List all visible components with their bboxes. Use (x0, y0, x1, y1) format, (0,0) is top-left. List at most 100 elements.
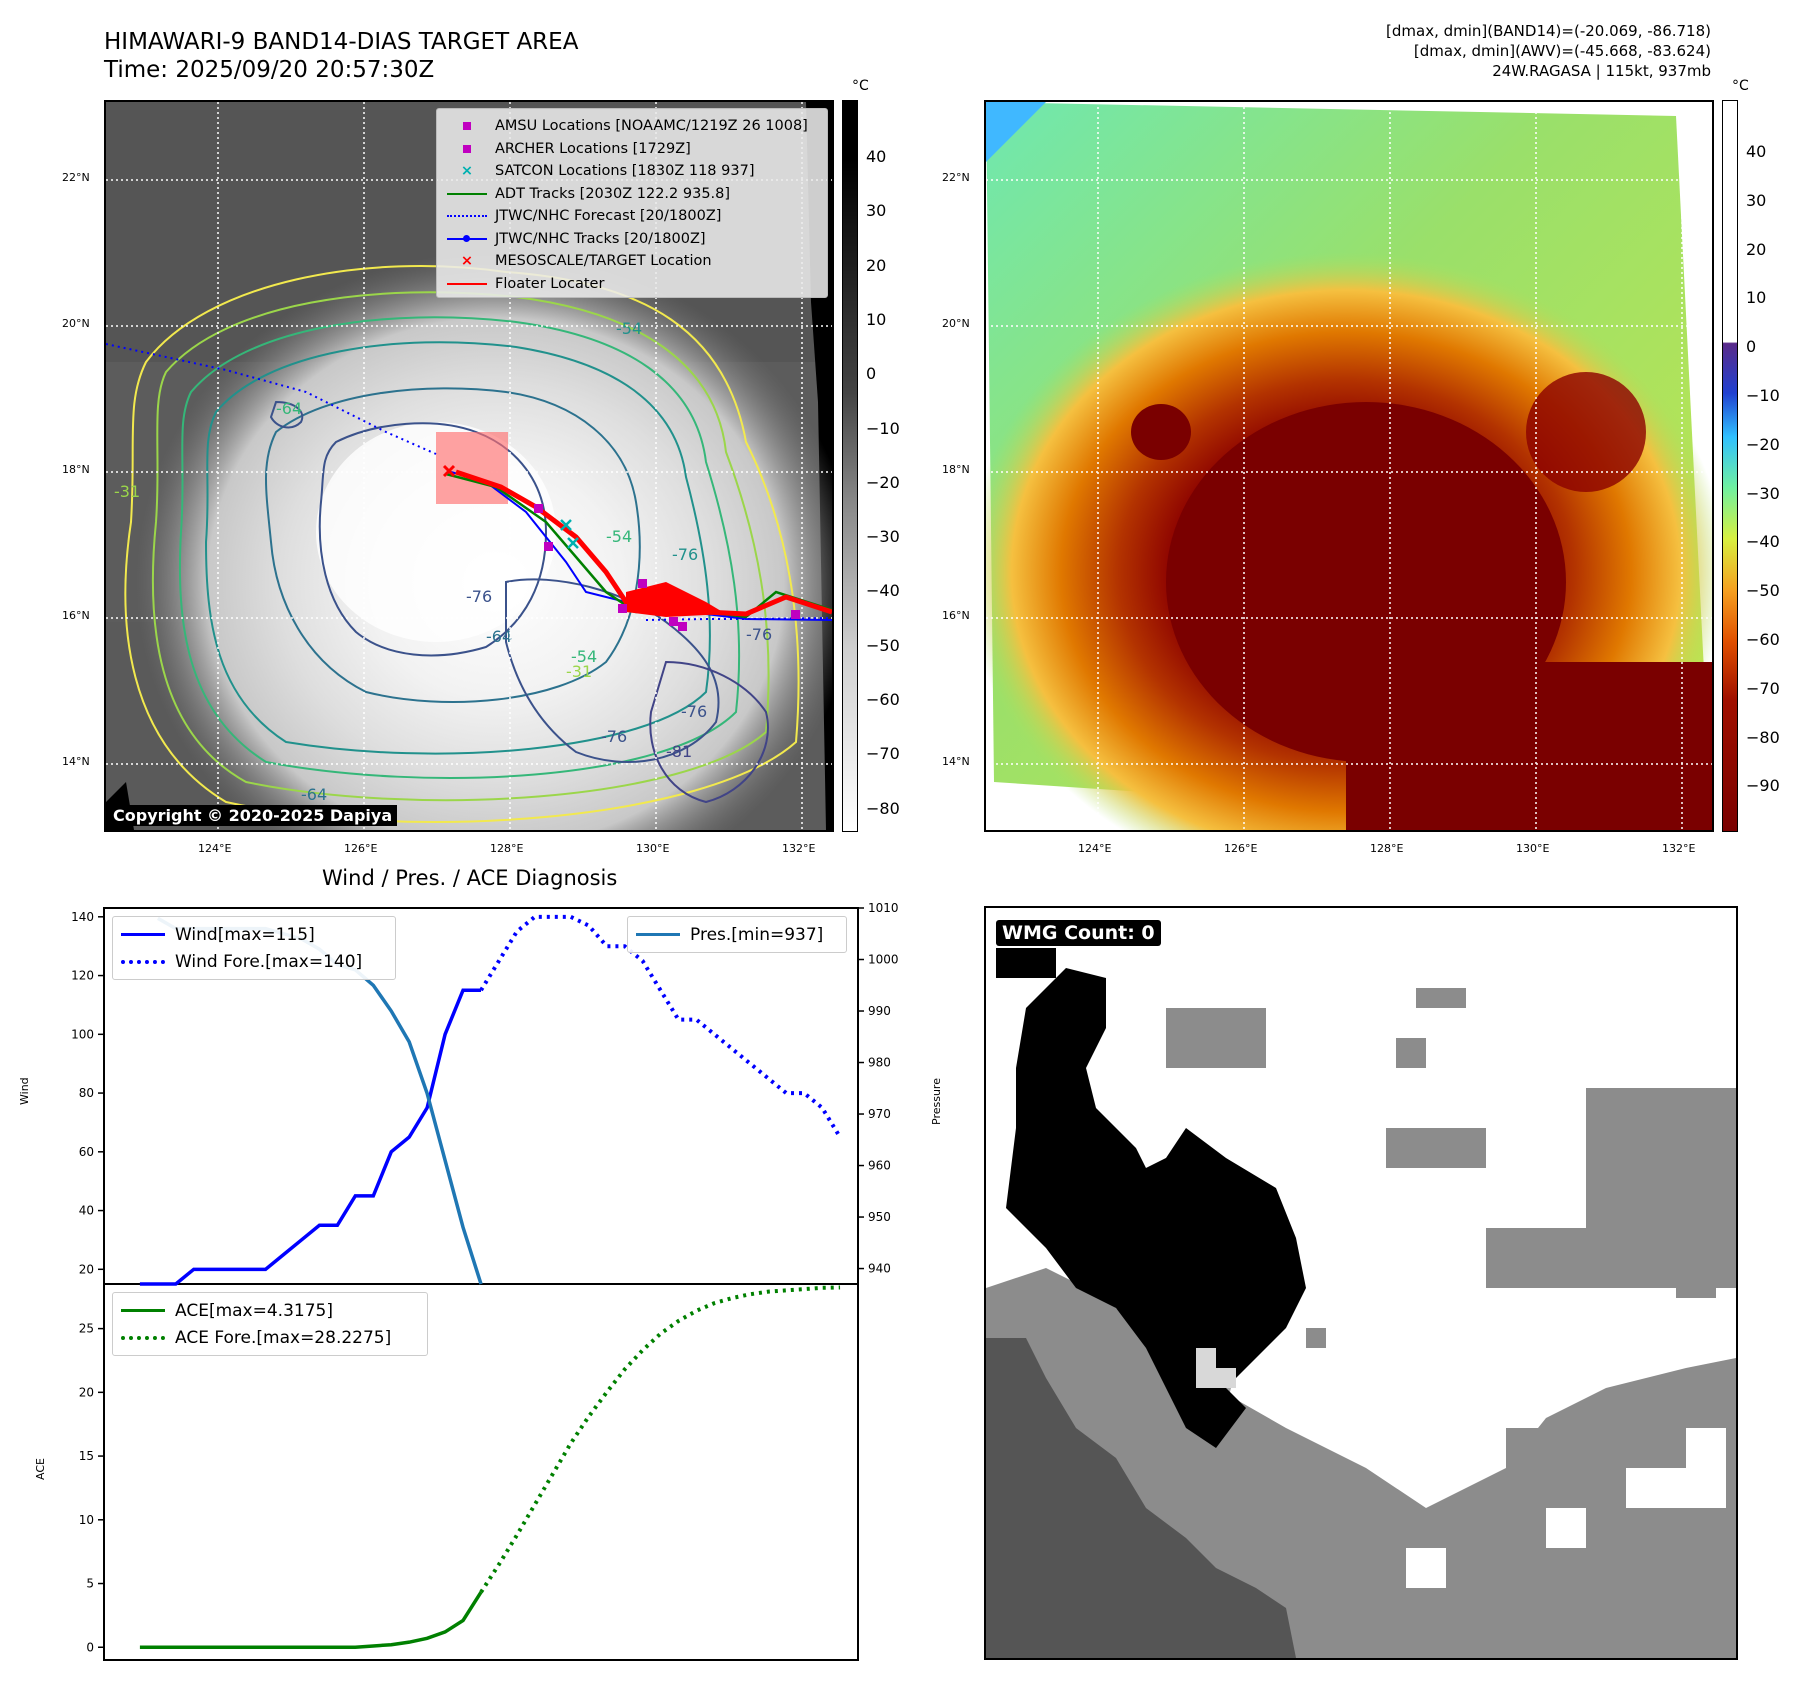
contour-label: -76 (681, 702, 707, 721)
wv-colorbar-tick: 40 (1746, 142, 1767, 161)
ir-lon-label: 128°E (490, 842, 524, 855)
legend-entry-pres: Pres.[min=937] (636, 921, 838, 948)
wv-colorbar-tick: −70 (1746, 678, 1780, 698)
contour-label: -54 (616, 319, 642, 338)
archer-amsu-markers (534, 504, 800, 631)
ir-lat-label: 18°N (62, 463, 90, 476)
wv-lat-label: 18°N (942, 463, 970, 476)
wv-colorbar-tick: −40 (1746, 532, 1780, 552)
ir-colorbar-tick: −70 (866, 744, 900, 764)
legend-entry-floater: Floater Locater (445, 273, 819, 296)
wv-colorbar-tick: 20 (1746, 239, 1767, 259)
contour-label: -54 (606, 527, 632, 546)
legend-label: JTWC/NHC Tracks [20/1800Z] (495, 230, 706, 247)
legend-entry-wind-fore: Wind Fore.[max=140] (121, 948, 387, 975)
legend-entry-mesoscale: × MESOSCALE/TARGET Location (460, 253, 712, 270)
wv-lon-label: 132°E (1662, 842, 1696, 855)
wind-tick-label: 140 (71, 910, 94, 924)
contour-label: -31 (566, 662, 592, 681)
ir-lon-label: 132°E (782, 842, 816, 855)
wv-colorbar-tick: −30 (1746, 483, 1780, 503)
jtwc-forecast-track (106, 343, 437, 455)
wind-forecast-series-line (479, 914, 842, 1139)
wv-colorbar-tick: 10 (1746, 288, 1767, 308)
legend-label: Floater Locater (495, 275, 605, 292)
legend-entry-satcon: × SATCON Locations [1830Z 118 937] (460, 163, 755, 180)
pressure-tick-label: 1010 (868, 901, 899, 915)
wv-satellite-map (984, 100, 1714, 832)
contour-label: -81 (666, 742, 692, 761)
wv-colorbar-tick: −10 (1746, 386, 1780, 405)
ir-colorbar-tick: −80 (866, 798, 900, 818)
ir-lat-label: 14°N (62, 755, 90, 768)
ir-lat-label: 16°N (62, 609, 90, 622)
copyright-label: Copyright © 2020-2025 Dapiya (108, 805, 398, 826)
ir-colorbar-tick: 20 (866, 255, 887, 275)
wv-lon-label: 124°E (1078, 842, 1112, 855)
wind-tick-label: 40 (79, 1204, 94, 1218)
pressure-axis-label: Pressure (930, 1078, 943, 1125)
ir-contour-labels: -64 -31 -76 -54 -64 -76 -54 -76 -31 -64 … (114, 319, 772, 804)
wmg-light-core (1196, 1348, 1236, 1388)
wind-tick-label: 60 (79, 1145, 94, 1159)
wv-lon-label: 130°E (1516, 842, 1550, 855)
diag-title: Wind / Pres. / ACE Diagnosis (322, 866, 618, 890)
wind-tick-label: 20 (79, 1262, 94, 1276)
ace-tick-label: 20 (79, 1385, 94, 1399)
jtwc-track (450, 471, 832, 621)
legend-entry-amsu: AMSU Locations [NOAAMC/1219Z 26 1008] (445, 115, 819, 138)
figure-title-line1: HIMAWARI-9 BAND14-DIAS TARGET AREA (104, 29, 579, 55)
ir-colorbar-tick: −20 (866, 472, 900, 492)
ir-colorbar-tick: 10 (866, 309, 887, 329)
wind-tick-label: 100 (71, 1027, 94, 1041)
contour-label: -64 (276, 399, 302, 418)
ir-colorbar-tick: −40 (866, 581, 900, 601)
legend-label: MESOSCALE/TARGET Location (495, 253, 712, 270)
legend-label: Wind Fore.[max=140] (175, 951, 363, 972)
contour-label: -64 (486, 627, 512, 646)
ir-colorbar-tick: −60 (866, 690, 900, 709)
wv-colorbar-tick: −60 (1746, 630, 1780, 649)
info-storm: 24W.RAGASA | 115kt, 937mb (1492, 62, 1711, 80)
legend-entry-ace: ACE[max=4.3175] (121, 1297, 419, 1324)
satcon-markers (560, 519, 579, 549)
wind-series-line (139, 988, 481, 1286)
wv-colorbar (1722, 100, 1738, 832)
wv-colorbar-tick: −80 (1746, 727, 1780, 747)
legend-entry-jtwc-tracks: JTWC/NHC Tracks [20/1800Z] (445, 228, 819, 251)
legend-label: Pres.[min=937] (690, 924, 824, 945)
wmg-dark-gray-region (986, 1338, 1296, 1658)
mesoscale-target-marker (442, 464, 456, 478)
pressure-tick-label: 940 (868, 1262, 891, 1276)
info-dmax-band14: [dmax, dmin](BAND14)=(-20.069, -86.718) (1386, 22, 1711, 40)
wv-map-svg (986, 102, 1712, 830)
wv-lat-label: 16°N (942, 609, 970, 622)
wind-legend: Wind[max=115] Wind Fore.[max=140] (112, 916, 396, 980)
wind-axis-label: Wind (18, 1077, 31, 1105)
ace-tick-label: 5 (86, 1577, 94, 1591)
contour-label: -64 (301, 785, 327, 804)
pressure-tick-label: 970 (868, 1107, 891, 1121)
legend-entry-adt: ADT Tracks [2030Z 122.2 935.8] (445, 183, 819, 206)
legend-entry-ace-fore: ACE Fore.[max=28.2275] (121, 1324, 419, 1351)
legend-label: SATCON Locations [1830Z 118 937] (495, 163, 755, 180)
legend-label: ACE Fore.[max=28.2275] (175, 1327, 392, 1348)
contour-label: -54 (571, 647, 597, 666)
wv-colorbar-tick: −50 (1746, 581, 1780, 601)
ir-colorbar-tick: −50 (866, 635, 900, 655)
legend-entry-jtwc-forecast: JTWC/NHC Forecast [20/1800Z] (445, 205, 819, 228)
ir-colorbar (842, 100, 858, 832)
ir-map-legend: AMSU Locations [NOAAMC/1219Z 26 1008] AR… (436, 108, 828, 298)
contour-label: -76 (601, 727, 627, 746)
wv-gridlines (986, 102, 1712, 830)
ir-colorbar-tick: −10 (866, 418, 900, 438)
ir-satellite-map: -64 -31 -76 -54 -64 -76 -54 -76 -31 -64 … (104, 100, 834, 832)
wv-lon-label: 128°E (1370, 842, 1404, 855)
wv-lon-label: 126°E (1224, 842, 1258, 855)
ace-legend: ACE[max=4.3175] ACE Fore.[max=28.2275] (112, 1292, 428, 1356)
legend-label: Wind[max=115] (175, 924, 315, 945)
legend-label: JTWC/NHC Forecast [20/1800Z] (495, 208, 722, 225)
wv-lat-label: 20°N (942, 317, 970, 330)
figure-title-line2: Time: 2025/09/20 20:57:30Z (104, 57, 435, 83)
ir-colorbar-tick: 30 (866, 201, 887, 221)
